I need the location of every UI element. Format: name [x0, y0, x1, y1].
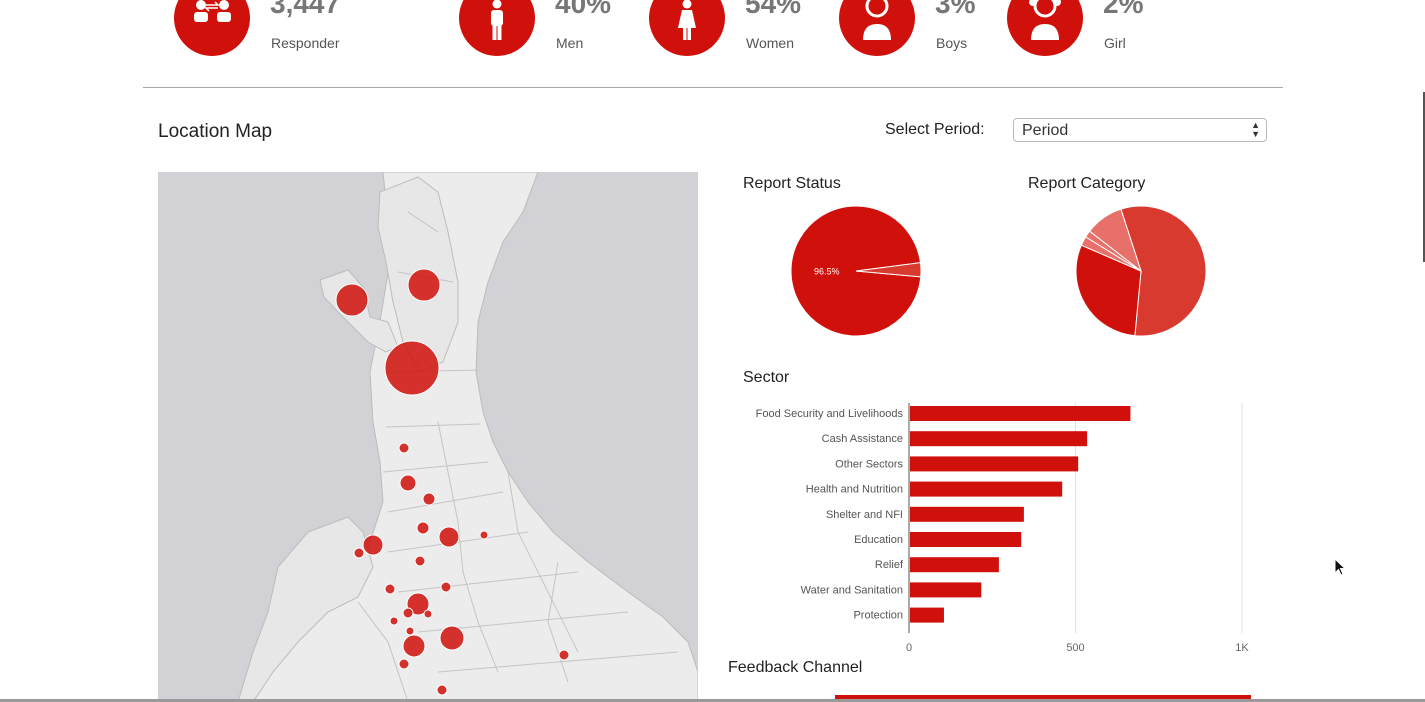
sector-bar[interactable] [910, 582, 982, 598]
men-label: Men [556, 35, 584, 51]
sector-category-label: Health and Nutrition [806, 484, 903, 496]
feedback-channel-title: Feedback Channel [728, 659, 863, 676]
report-status-slice[interactable] [790, 205, 922, 337]
girl-percent: 2% [1103, 0, 1144, 19]
report-category-pie[interactable] [1075, 205, 1207, 337]
window-bottom-edge [0, 699, 1425, 702]
woman-icon [649, 0, 725, 56]
period-select-value: Period [1022, 122, 1069, 139]
divider [143, 87, 1283, 88]
report-status-slice-label: 96.5% [814, 267, 840, 277]
women-percent: 54% [745, 0, 802, 19]
sector-bar[interactable] [910, 456, 1079, 472]
sector-category-label: Other Sectors [835, 458, 903, 470]
report-status-slice[interactable] [855, 262, 922, 278]
sector-category-label: Shelter and NFI [826, 509, 903, 521]
location-map[interactable] [158, 172, 698, 702]
responder-label: Responder [271, 35, 340, 51]
sector-category-label: Education [854, 534, 903, 546]
sector-category-label: Relief [875, 559, 904, 571]
scrollbar[interactable] [1423, 92, 1425, 262]
boy-icon [839, 0, 915, 56]
report-category-title: Report Category [1028, 175, 1146, 192]
report-category-slice[interactable] [1075, 244, 1142, 337]
sector-bar[interactable] [910, 607, 944, 623]
period-label: Select Period: [885, 121, 985, 138]
period-select[interactable]: Period ▲ ▼ [1013, 118, 1267, 142]
girl-label: Girl [1104, 35, 1126, 51]
sector-x-tick-label: 0 [906, 642, 912, 654]
location-map-title: Location Map [158, 121, 273, 142]
sector-category-label: Water and Sanitation [801, 584, 903, 596]
man-icon [459, 0, 535, 56]
women-label: Women [746, 35, 794, 51]
sector-category-label: Protection [853, 610, 903, 622]
boys-label: Boys [936, 35, 968, 51]
men-percent: 40% [555, 0, 612, 19]
sector-bar[interactable] [910, 506, 1024, 522]
report-category-slice[interactable] [1088, 208, 1142, 273]
sector-x-tick-label: 500 [1066, 642, 1084, 654]
sector-bar-chart[interactable]: 0 500 1K Food Security and Livelihoods Cash … [728, 395, 1288, 660]
sector-bar[interactable] [910, 481, 1063, 497]
sector-bar[interactable] [910, 431, 1088, 447]
sector-bar[interactable] [910, 557, 999, 573]
mouse-cursor-icon [1334, 558, 1347, 576]
select-arrows-icon: ▲ ▼ [1251, 120, 1260, 139]
map-canvas [158, 172, 698, 702]
report-category-slice[interactable] [1120, 205, 1207, 337]
sector-bar[interactable] [910, 406, 1131, 421]
sector-category-label: Cash Assistance [822, 433, 903, 445]
sector-x-tick-label: 1K [1235, 642, 1249, 654]
responder-count: 3,447 [270, 0, 341, 19]
sector-bar[interactable] [910, 532, 1022, 547]
feedback-channel-bar[interactable] [835, 695, 1251, 702]
report-status-pie[interactable]: 96.5% [790, 205, 922, 337]
girl-icon [1007, 0, 1083, 56]
sector-category-label: Food Security and Livelihoods [756, 408, 904, 420]
sector-title: Sector [743, 369, 790, 386]
report-status-title: Report Status [743, 175, 841, 192]
boys-percent: 3% [935, 0, 976, 19]
responder-icon [174, 0, 250, 56]
